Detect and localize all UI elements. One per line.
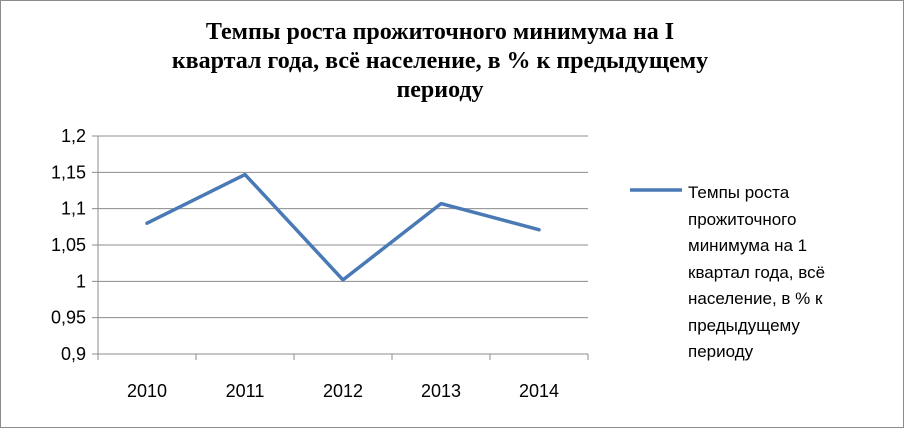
data-point — [537, 228, 541, 232]
series-points — [145, 173, 541, 282]
chart-title: Темпы роста прожиточного минимума на I к… — [60, 18, 820, 105]
x-tick-label: 2010 — [127, 381, 167, 401]
data-point — [145, 221, 149, 225]
legend-label: Темпы роста прожиточного минимума на 1 к… — [688, 180, 888, 366]
chart-title-line-2: квартал года, всё население, в % к преды… — [171, 48, 709, 74]
series-line — [145, 172, 541, 282]
legend-line-7: периоду — [688, 342, 754, 361]
x-tick-label: 2013 — [421, 381, 461, 401]
grid-lines — [92, 135, 588, 355]
data-point — [243, 173, 247, 177]
x-tick-label: 2014 — [519, 381, 559, 401]
y-tick-label: 1,2 — [61, 126, 86, 146]
legend-line-6: предыдущему — [688, 315, 800, 335]
y-axis: 0,9 0,95 1 1,05 1,1 1,15 1,2 — [51, 126, 99, 364]
y-tick-label: 1 — [76, 271, 86, 291]
y-tick-label: 0,9 — [61, 344, 86, 364]
y-tick-label: 1,05 — [51, 235, 86, 255]
legend-line-4: квартал года, всё — [688, 262, 826, 282]
chart-title-line-1: Темпы роста прожиточного минимума на I — [205, 19, 675, 45]
y-tick-label: 1,15 — [51, 162, 86, 182]
chart-title-line-3: периоду — [396, 77, 484, 103]
y-tick-label: 0,95 — [51, 308, 86, 328]
data-point — [341, 278, 345, 282]
x-tick-label: 2012 — [323, 381, 363, 401]
x-tick-label: 2011 — [226, 381, 265, 401]
legend-line-3: минимума на 1 — [688, 236, 808, 255]
data-point — [439, 202, 443, 206]
x-axis: 2010 2011 2012 2013 2014 — [97, 354, 589, 401]
y-tick-label: 1,1 — [61, 199, 86, 219]
legend-line-5: население, в % к — [688, 289, 823, 308]
legend-line-1: Темпы роста — [688, 183, 790, 202]
legend-line-2: прожиточного — [688, 209, 797, 229]
